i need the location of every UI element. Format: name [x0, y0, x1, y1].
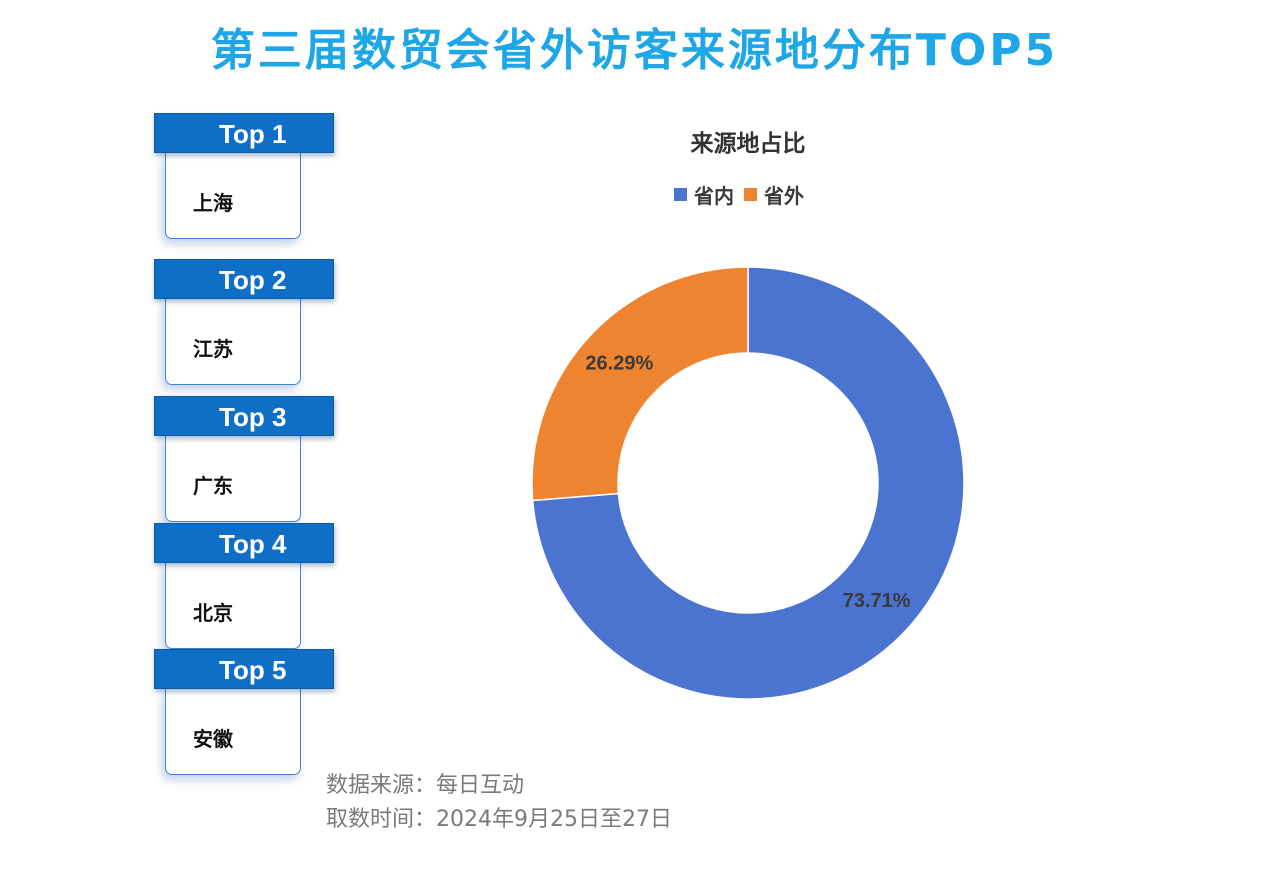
page-title: 第三届数贸会省外访客来源地分布TOP5	[210, 25, 1059, 76]
rank-badge: Top 4	[154, 523, 334, 563]
data-source: 数据来源：每日互动	[326, 773, 525, 798]
rank-badge: Top 1	[154, 113, 334, 153]
rank-box: 安徽	[165, 689, 301, 775]
rank-badge: Top 3	[154, 396, 334, 436]
rank-card-3: Top 3 广东	[154, 396, 336, 524]
rank-place-label: 江苏	[193, 337, 233, 361]
donut-slice-2	[531, 266, 749, 502]
legend-swatch	[744, 187, 757, 201]
legend-label: 省外	[764, 183, 804, 208]
chart-legend: 省内 省外	[674, 180, 814, 208]
rank-box: 广东	[165, 436, 301, 522]
legend-item-outside: 省外	[744, 180, 804, 209]
slice-data-label-2: 26.29%	[585, 353, 653, 375]
rank-place-label: 安徽	[193, 727, 233, 751]
rank-box: 上海	[165, 153, 301, 239]
rank-place-label: 上海	[193, 191, 233, 215]
legend-item-province: 省内	[674, 180, 734, 209]
rank-card-4: Top 4 北京	[154, 523, 336, 651]
legend-swatch	[674, 187, 687, 201]
rank-card-2: Top 2 江苏	[154, 259, 336, 387]
rank-badge: Top 2	[154, 259, 334, 299]
rank-place-label: 广东	[193, 474, 233, 498]
rank-place-label: 北京	[193, 601, 233, 625]
rank-card-5: Top 5 安徽	[154, 649, 336, 777]
slice-data-label-1: 73.71%	[843, 590, 911, 612]
donut-slice-1	[531, 266, 965, 700]
legend-label: 省内	[694, 183, 734, 208]
rank-badge: Top 5	[154, 649, 334, 689]
data-period: 取数时间：2024年9月25日至27日	[326, 807, 672, 832]
chart-title: 来源地占比	[690, 131, 806, 157]
rank-box: 北京	[165, 563, 301, 649]
rank-box: 江苏	[165, 299, 301, 385]
rank-card-1: Top 1 上海	[154, 113, 336, 241]
